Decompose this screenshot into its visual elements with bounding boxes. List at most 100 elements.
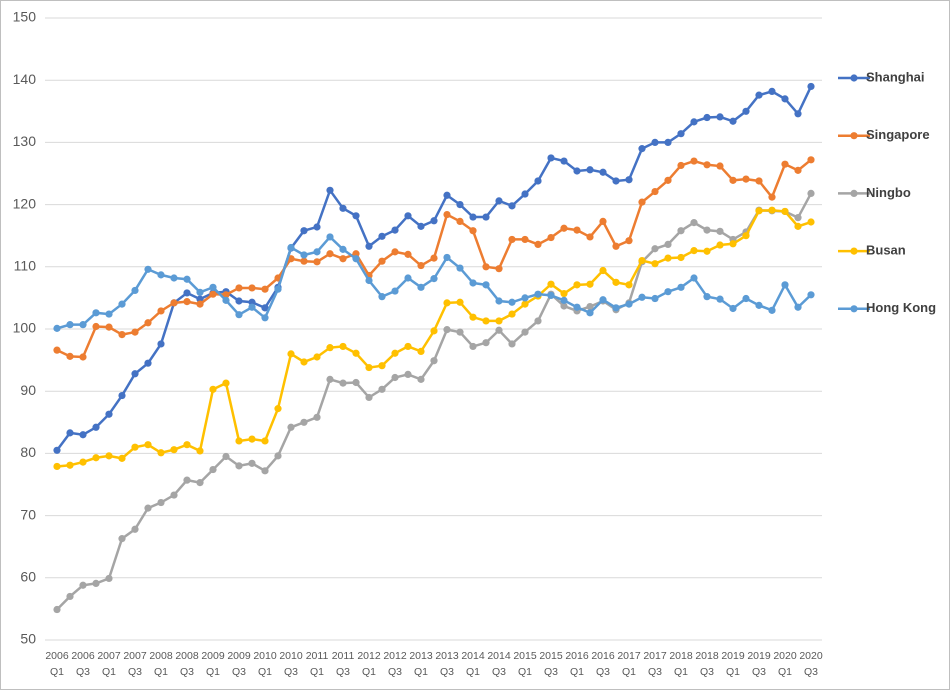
data-point — [53, 346, 61, 354]
data-point — [729, 304, 737, 313]
data-point — [391, 349, 399, 357]
data-point — [560, 157, 568, 165]
data-point — [716, 295, 724, 303]
data-point — [118, 330, 126, 339]
data-point — [183, 289, 191, 297]
data-point — [326, 186, 334, 194]
data-point — [599, 296, 607, 304]
data-point — [79, 458, 87, 466]
data-point — [417, 261, 425, 270]
data-point — [391, 226, 399, 234]
data-point — [638, 145, 646, 153]
data-point — [365, 363, 373, 372]
data-point — [92, 454, 100, 462]
y-tick-label: 130 — [13, 133, 37, 149]
data-point — [131, 286, 139, 295]
data-point — [794, 166, 802, 174]
data-point — [651, 294, 659, 303]
data-point — [118, 300, 126, 308]
data-point — [235, 311, 243, 319]
data-point — [443, 299, 451, 307]
data-point — [144, 319, 152, 327]
data-point — [443, 326, 451, 334]
data-point — [586, 303, 594, 311]
data-point — [66, 352, 74, 360]
data-point — [768, 206, 776, 214]
data-point — [508, 202, 516, 210]
data-point — [716, 241, 724, 249]
data-point — [365, 393, 373, 402]
y-tick-label: 60 — [20, 569, 36, 585]
data-point — [703, 293, 711, 301]
data-point — [352, 349, 360, 357]
data-point — [417, 347, 425, 355]
data-point — [456, 201, 464, 209]
data-point — [456, 264, 464, 272]
data-point — [508, 310, 516, 318]
data-point — [417, 375, 425, 383]
data-point — [131, 443, 139, 451]
x-tick-label: 2016 Q3 — [591, 650, 615, 678]
data-point — [274, 452, 282, 460]
data-point — [378, 385, 386, 393]
data-point — [508, 340, 516, 348]
data-point — [625, 281, 633, 289]
data-point — [664, 138, 672, 146]
data-point — [391, 248, 399, 256]
data-point — [599, 266, 607, 275]
data-point — [196, 288, 204, 296]
x-tick-label: 2012 Q3 — [383, 650, 407, 678]
data-point — [495, 326, 503, 334]
data-point — [157, 271, 165, 279]
data-point — [443, 191, 451, 199]
data-point — [261, 437, 269, 445]
data-point — [573, 303, 581, 311]
data-point — [664, 288, 672, 296]
data-point — [612, 278, 620, 286]
data-point — [612, 304, 620, 312]
data-point — [690, 157, 698, 165]
data-point — [456, 298, 464, 306]
y-tick-label: 110 — [14, 258, 37, 274]
data-point — [144, 265, 152, 273]
data-point — [92, 423, 100, 431]
data-point — [209, 385, 217, 393]
legend-marker — [850, 74, 858, 82]
data-point — [651, 245, 659, 253]
legend-marker — [850, 189, 858, 197]
x-tick-label: 2015 Q1 — [513, 650, 537, 678]
data-point — [638, 293, 646, 301]
data-point — [638, 198, 646, 206]
data-point — [378, 362, 386, 370]
data-point — [183, 275, 191, 283]
data-point — [755, 177, 763, 185]
data-point — [79, 353, 87, 361]
data-point — [196, 295, 204, 303]
data-point — [807, 189, 815, 198]
data-point — [742, 294, 750, 303]
data-point — [495, 297, 503, 305]
x-tick-label: 2016 Q1 — [565, 650, 589, 678]
data-point — [300, 227, 308, 235]
data-point — [807, 156, 815, 164]
data-point — [157, 307, 165, 315]
x-tick-label: 2006 Q1 — [45, 650, 69, 678]
data-point — [209, 283, 217, 291]
data-point — [248, 284, 256, 292]
data-point — [508, 298, 516, 306]
data-point — [365, 276, 373, 285]
data-point — [755, 301, 763, 309]
data-point — [573, 167, 581, 175]
data-point — [703, 247, 711, 255]
data-point — [430, 327, 438, 335]
data-point — [482, 317, 490, 325]
data-point — [287, 350, 295, 358]
data-point — [417, 222, 425, 230]
data-point — [53, 605, 61, 614]
y-tick-label: 50 — [20, 631, 36, 647]
data-point — [677, 227, 685, 235]
data-point — [326, 233, 334, 241]
data-point — [690, 274, 698, 282]
x-tick-label: 2017 Q1 — [617, 650, 641, 678]
data-point — [196, 479, 204, 487]
